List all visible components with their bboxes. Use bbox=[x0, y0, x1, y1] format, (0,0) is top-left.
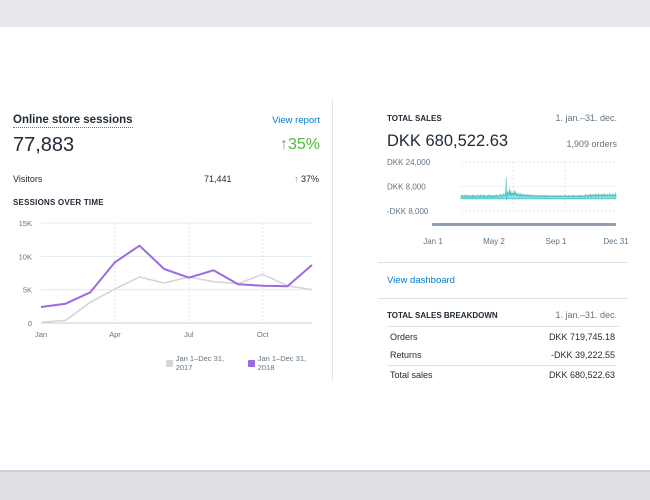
total-sales-title: TOTAL SALES bbox=[387, 114, 442, 123]
legend-label-2017: Jan 1–Dec 31, 2017 bbox=[175, 354, 225, 372]
y-tick-label: DKK 24,000 bbox=[387, 158, 431, 167]
x-tick-label: Sep 1 bbox=[546, 237, 567, 246]
y-tick-label: 5K bbox=[23, 286, 32, 295]
top-band bbox=[0, 0, 650, 27]
x-tick-label: May 2 bbox=[483, 237, 505, 246]
sales-area bbox=[460, 177, 617, 201]
column-divider bbox=[332, 100, 333, 380]
visitors-growth: ↑ 37% bbox=[294, 174, 319, 184]
legend-swatch-2018 bbox=[248, 359, 255, 367]
x-tick-label: Jan 1 bbox=[423, 237, 443, 246]
bottom-band bbox=[0, 470, 650, 500]
x-tick-label: Apr bbox=[109, 330, 121, 339]
legend-swatch-2017 bbox=[166, 359, 173, 367]
total-sales-chart: DKK 24,000 DKK 8,000 -DKK 8,000 Jan 1 May 2 S… bbox=[387, 158, 628, 246]
sessions-growth: ↑35% bbox=[280, 136, 320, 154]
sessions-card-title[interactable]: Online store sessions bbox=[13, 114, 133, 128]
breakdown-row-value: -DKK 39,222.55 bbox=[550, 350, 615, 360]
breakdown-date-range: 1. jan.–31. dec. bbox=[555, 310, 617, 320]
total-sales-date-range: 1. jan.–31. dec. bbox=[555, 113, 617, 123]
view-report-link[interactable]: View report bbox=[272, 115, 320, 126]
divider bbox=[387, 326, 619, 327]
x-tick-label: Oct bbox=[257, 330, 270, 339]
x-tick-label: Jan bbox=[35, 330, 47, 339]
sessions-total: 77,883 bbox=[13, 134, 75, 156]
breakdown-row-label: Returns bbox=[390, 350, 422, 360]
total-sales-amount: DKK 680,522.63 bbox=[387, 132, 509, 150]
sessions-card: Online store sessions View report 77,883… bbox=[12, 108, 322, 378]
divider bbox=[378, 262, 628, 263]
arrow-up-icon: ↑ bbox=[279, 136, 288, 153]
total-sales-card: TOTAL SALES 1. jan.–31. dec. DKK 680,522… bbox=[378, 108, 628, 388]
sessions-chart-legend: Jan 1–Dec 31, 2017 Jan 1–Dec 31, 2018 bbox=[166, 354, 322, 372]
breakdown-row-label: Orders bbox=[390, 332, 418, 342]
total-sales-orders: 1,909 orders bbox=[566, 139, 617, 149]
breakdown-row-orders: Orders DKK 719,745.18 bbox=[387, 328, 617, 346]
breakdown-row-returns: Returns -DKK 39,222.55 bbox=[387, 346, 617, 364]
legend-item-2017[interactable]: Jan 1–Dec 31, 2017 bbox=[166, 354, 240, 372]
series-line-2018 bbox=[40, 244, 313, 308]
breakdown-title: TOTAL SALES BREAKDOWN bbox=[387, 311, 498, 320]
sessions-growth-value: 35% bbox=[287, 136, 320, 153]
divider bbox=[378, 298, 628, 299]
sessions-over-time-chart: 0 5K 10K 15K Jan Apr Jul Oct bbox=[19, 219, 313, 339]
arrow-up-icon: ↑ bbox=[293, 174, 299, 184]
legend-label-2018: Jan 1–Dec 31, 2018 bbox=[257, 354, 307, 372]
series-line-2017 bbox=[40, 273, 313, 324]
breakdown-row-total: Total sales DKK 680,522.63 bbox=[387, 365, 617, 383]
y-tick-label: -DKK 8,000 bbox=[387, 207, 429, 216]
breakdown-row-value: DKK 680,522.63 bbox=[548, 370, 615, 380]
y-tick-label: 15K bbox=[19, 219, 32, 228]
range-slider-track bbox=[432, 223, 616, 226]
view-dashboard-link[interactable]: View dashboard bbox=[387, 275, 455, 286]
x-tick-label: Dec 31 bbox=[603, 237, 628, 246]
breakdown-row-label: Total sales bbox=[390, 370, 433, 380]
y-tick-label: DKK 8,000 bbox=[387, 183, 426, 192]
legend-item-2018[interactable]: Jan 1–Dec 31, 2018 bbox=[248, 354, 322, 372]
sessions-chart-title: SESSIONS OVER TIME bbox=[13, 198, 104, 207]
x-tick-label: Jul bbox=[184, 330, 194, 339]
y-tick-label: 0 bbox=[28, 319, 32, 328]
visitors-label: Visitors bbox=[13, 174, 43, 184]
y-tick-label: 10K bbox=[19, 252, 32, 261]
visitors-value: 71,441 bbox=[204, 174, 232, 184]
breakdown-row-value: DKK 719,745.18 bbox=[548, 332, 615, 342]
visitors-growth-value: 37% bbox=[300, 174, 319, 184]
